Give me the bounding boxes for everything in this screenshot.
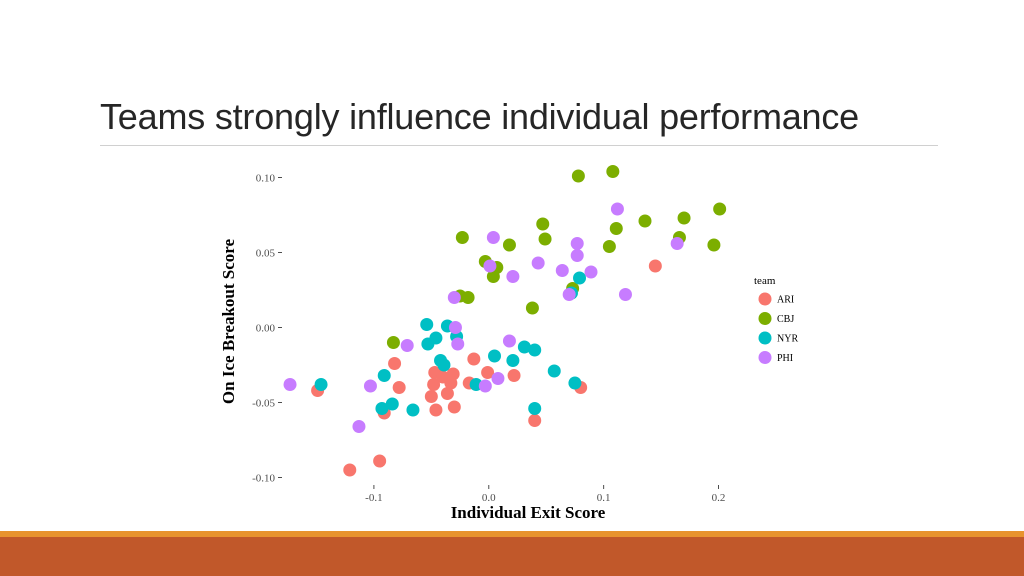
point-ari bbox=[507, 369, 521, 382]
point-ari bbox=[429, 403, 443, 417]
point-phi bbox=[670, 237, 684, 250]
legend-marker-phi bbox=[758, 351, 772, 364]
point-cbj bbox=[707, 238, 721, 252]
legend-label-cbj: CBJ bbox=[777, 314, 794, 325]
point-nyr bbox=[568, 376, 582, 390]
point-ari bbox=[440, 387, 454, 400]
point-cbj bbox=[609, 222, 623, 235]
y-tick-label: -0.05 bbox=[252, 398, 275, 410]
point-ari bbox=[424, 390, 438, 403]
point-phi bbox=[283, 378, 297, 391]
legend-label-ari: ARI bbox=[777, 295, 794, 306]
footer-bar bbox=[0, 537, 1024, 576]
point-ari bbox=[467, 352, 481, 366]
point-phi bbox=[562, 288, 576, 301]
point-phi bbox=[486, 231, 500, 244]
slide-title: Teams strongly influence individual perf… bbox=[100, 96, 859, 137]
point-cbj bbox=[502, 238, 516, 252]
x-tick-label: -0.1 bbox=[365, 492, 382, 504]
point-phi bbox=[363, 379, 377, 393]
point-phi bbox=[570, 237, 584, 250]
point-ari bbox=[648, 259, 662, 273]
point-nyr bbox=[420, 318, 434, 331]
point-ari bbox=[427, 378, 441, 391]
point-phi bbox=[447, 291, 461, 304]
point-phi bbox=[531, 256, 545, 270]
point-nyr bbox=[573, 271, 587, 285]
point-nyr bbox=[377, 369, 391, 382]
point-ari bbox=[392, 381, 406, 394]
point-cbj bbox=[536, 217, 550, 231]
point-phi bbox=[451, 337, 465, 351]
point-nyr bbox=[406, 403, 420, 417]
point-phi bbox=[502, 334, 516, 348]
legend-title: team bbox=[754, 275, 776, 287]
y-tick-label: 0.05 bbox=[256, 248, 276, 260]
point-cbj bbox=[571, 169, 585, 183]
point-cbj bbox=[602, 240, 616, 253]
legend-label-phi: PHI bbox=[777, 353, 793, 364]
point-phi bbox=[610, 202, 624, 216]
x-tick-label: 0.2 bbox=[712, 492, 726, 504]
legend-marker-cbj bbox=[758, 312, 772, 325]
point-cbj bbox=[525, 301, 539, 315]
y-tick-label: 0.10 bbox=[256, 173, 276, 185]
point-cbj bbox=[606, 165, 620, 178]
x-axis-title: Individual Exit Score bbox=[451, 503, 606, 522]
point-ari bbox=[388, 357, 402, 370]
point-nyr bbox=[528, 343, 542, 357]
point-nyr bbox=[506, 354, 520, 367]
point-ari bbox=[528, 414, 542, 427]
footer-accent-stripe bbox=[0, 531, 1024, 537]
point-phi bbox=[584, 265, 598, 279]
point-nyr bbox=[517, 340, 531, 354]
point-ari bbox=[343, 463, 357, 477]
point-nyr bbox=[375, 402, 389, 415]
point-phi bbox=[506, 270, 520, 283]
legend-marker-ari bbox=[758, 292, 772, 306]
point-phi bbox=[618, 288, 632, 301]
legend-marker-nyr bbox=[758, 331, 772, 345]
point-ari bbox=[481, 366, 495, 379]
point-nyr bbox=[314, 378, 328, 391]
point-cbj bbox=[713, 202, 727, 216]
title-divider bbox=[100, 145, 938, 146]
point-phi bbox=[483, 259, 497, 273]
x-tick-label: 0.1 bbox=[597, 492, 611, 504]
point-cbj bbox=[386, 336, 400, 349]
point-cbj bbox=[677, 211, 691, 225]
point-nyr bbox=[429, 331, 443, 345]
point-nyr bbox=[547, 364, 561, 378]
x-tick-label: 0.0 bbox=[482, 492, 496, 504]
y-axis-title: On Ice Breakout Score bbox=[219, 238, 238, 404]
point-cbj bbox=[538, 232, 552, 246]
point-nyr bbox=[528, 402, 542, 415]
point-phi bbox=[478, 379, 492, 393]
point-ari bbox=[447, 400, 461, 414]
point-phi bbox=[352, 420, 366, 433]
point-phi bbox=[570, 249, 584, 262]
point-nyr bbox=[488, 349, 502, 363]
point-phi bbox=[448, 321, 462, 334]
y-tick-label: -0.10 bbox=[252, 473, 275, 485]
point-phi bbox=[400, 339, 414, 352]
point-ari bbox=[373, 454, 387, 468]
legend-label-nyr: NYR bbox=[777, 334, 798, 345]
point-cbj bbox=[455, 231, 469, 244]
point-ari bbox=[446, 367, 460, 381]
chart-axes: -0.10 -0.05 0.00 0.05 0.10 -0.1 0.0 0.1 0.2 Indiv… bbox=[219, 173, 725, 523]
point-phi bbox=[555, 264, 569, 277]
point-nyr bbox=[385, 397, 399, 411]
point-cbj bbox=[638, 214, 652, 228]
point-phi bbox=[491, 372, 505, 385]
point-cbj bbox=[461, 291, 475, 304]
y-tick-label: 0.00 bbox=[256, 323, 276, 335]
chart-points bbox=[283, 165, 727, 477]
point-nyr bbox=[437, 358, 451, 372]
